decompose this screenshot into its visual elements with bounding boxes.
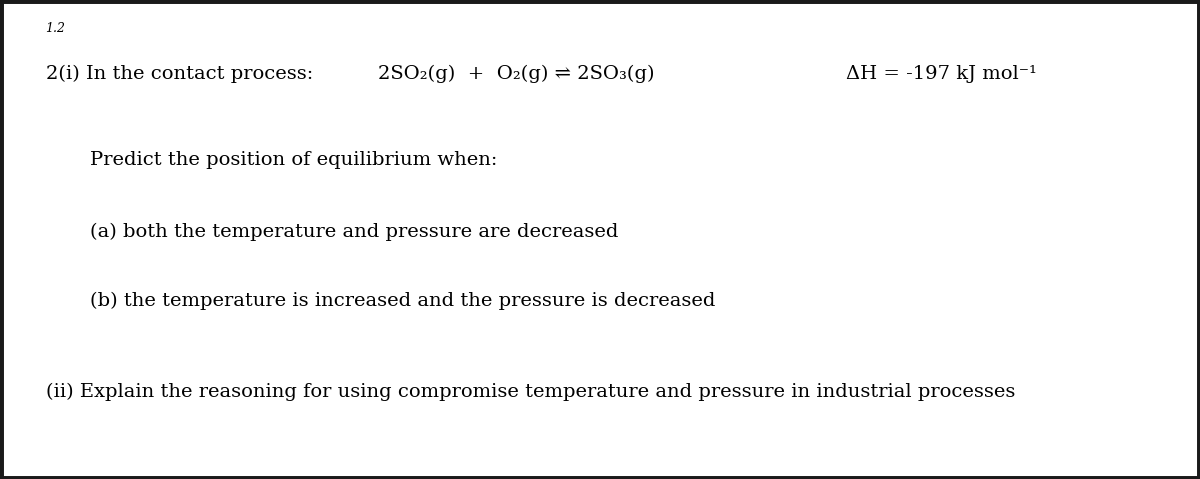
Text: (ii) Explain the reasoning for using compromise temperature and pressure in indu: (ii) Explain the reasoning for using com… <box>46 383 1015 401</box>
Text: 1.2: 1.2 <box>46 22 66 34</box>
Text: ΔH = -197 kJ mol⁻¹: ΔH = -197 kJ mol⁻¹ <box>846 65 1037 83</box>
Text: 2(i) In the contact process:: 2(i) In the contact process: <box>46 65 313 83</box>
Text: 2SO₂(g)  +  O₂(g) ⇌ 2SO₃(g): 2SO₂(g) + O₂(g) ⇌ 2SO₃(g) <box>378 65 654 83</box>
Text: (a) both the temperature and pressure are decreased: (a) both the temperature and pressure ar… <box>90 223 618 241</box>
Text: (b) the temperature is increased and the pressure is decreased: (b) the temperature is increased and the… <box>90 292 715 310</box>
Text: Predict the position of equilibrium when:: Predict the position of equilibrium when… <box>90 151 497 169</box>
